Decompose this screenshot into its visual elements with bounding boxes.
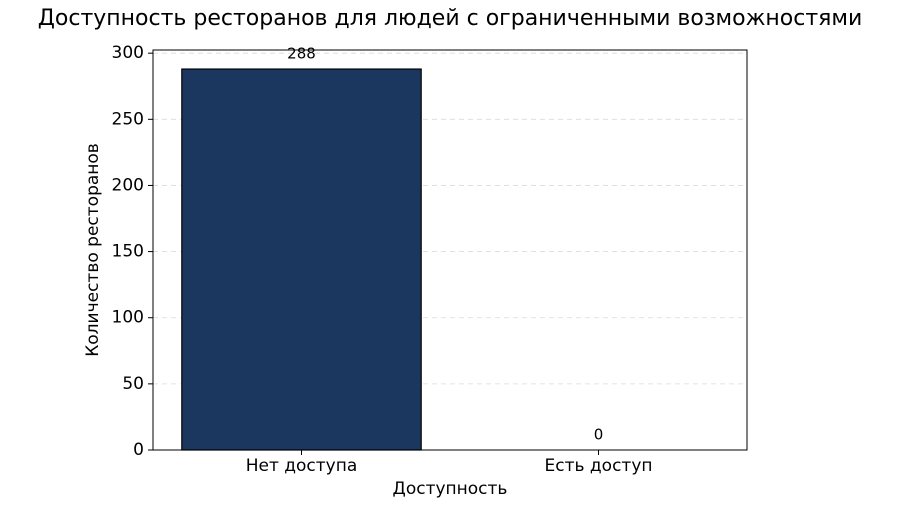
data-label: 0 (594, 426, 604, 444)
x-tick-label: Нет доступа (246, 456, 358, 476)
y-tick-label: 200 (112, 175, 144, 195)
y-tick-label: 50 (122, 374, 144, 394)
x-axis-label: Доступность (393, 479, 508, 499)
plot-frame (152, 49, 748, 451)
x-tick-label: Есть доступ (545, 456, 653, 476)
y-tick-label: 150 (112, 242, 144, 262)
y-tick-label: 0 (133, 440, 144, 460)
data-label: 288 (287, 45, 316, 63)
y-tick-label: 100 (112, 308, 144, 328)
chart-title: Доступность ресторанов для людей с огран… (38, 6, 863, 31)
y-tick-label: 250 (112, 109, 144, 129)
y-axis-label: Количество ресторанов (83, 143, 103, 357)
y-tick-label: 300 (112, 43, 144, 63)
bar (181, 68, 422, 451)
